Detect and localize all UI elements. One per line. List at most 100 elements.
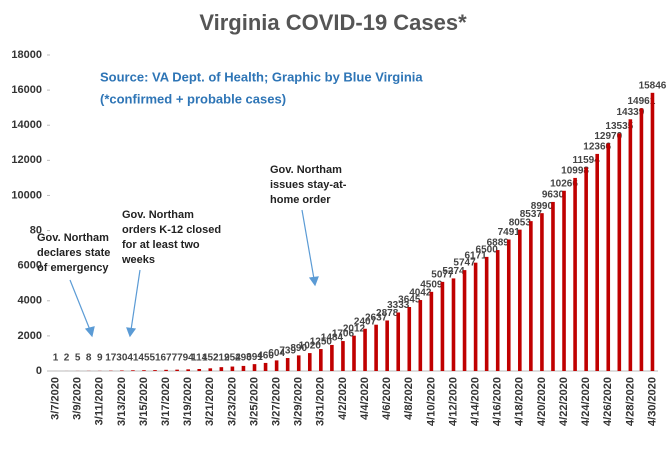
annotation: for at least two bbox=[122, 239, 200, 251]
x-tick-label: 3/7/2020 bbox=[49, 377, 61, 420]
bar bbox=[363, 328, 367, 371]
bar bbox=[473, 262, 478, 371]
x-tick-label: 3/19/2020 bbox=[182, 377, 194, 426]
bar bbox=[186, 369, 190, 371]
x-tick-label: 4/4/2020 bbox=[359, 377, 371, 420]
value-label: 94 bbox=[183, 353, 195, 364]
subtitle: (*confirmed + probable cases) bbox=[100, 91, 286, 106]
bar bbox=[330, 344, 334, 371]
value-label: 14961 bbox=[628, 96, 656, 107]
bar bbox=[164, 369, 168, 371]
value-label: 219 bbox=[213, 353, 230, 364]
bar bbox=[175, 369, 179, 371]
annotation: Gov. Northam bbox=[37, 232, 109, 244]
value-label: 67 bbox=[161, 353, 173, 364]
value-label: 8053 bbox=[509, 217, 532, 228]
value-label: 51 bbox=[149, 353, 161, 364]
y-tick-label: 80 bbox=[30, 224, 42, 236]
value-label: 10998 bbox=[561, 166, 589, 177]
value-label: 739 bbox=[279, 346, 296, 357]
bar bbox=[307, 353, 312, 371]
y-tick-label: 0 bbox=[36, 365, 42, 377]
annotation: weeks bbox=[121, 254, 155, 266]
bar bbox=[120, 370, 124, 371]
bar bbox=[429, 291, 434, 371]
bar bbox=[296, 355, 301, 371]
bar bbox=[584, 167, 588, 371]
bar bbox=[407, 307, 412, 371]
bar bbox=[274, 360, 279, 371]
bar bbox=[131, 370, 135, 371]
bar bbox=[451, 278, 456, 371]
y-tick-label: 14000 bbox=[11, 119, 42, 131]
value-label: 13535 bbox=[605, 121, 633, 132]
bar bbox=[529, 221, 533, 371]
value-label: 10266 bbox=[550, 178, 578, 189]
bar bbox=[374, 324, 378, 371]
x-tick-label: 4/28/2020 bbox=[624, 377, 636, 426]
bar bbox=[385, 320, 389, 371]
annotation: home order bbox=[270, 194, 331, 206]
bar bbox=[617, 133, 622, 371]
x-tick-label: 3/23/2020 bbox=[226, 377, 238, 426]
value-label: 1250 bbox=[310, 337, 333, 348]
y-tick-label: 18000 bbox=[11, 49, 42, 61]
value-label: 1020 bbox=[299, 341, 322, 352]
value-label: 1 bbox=[53, 353, 59, 364]
value-label: 152 bbox=[202, 353, 219, 364]
value-label: 290 bbox=[235, 353, 252, 364]
annotation-arrows bbox=[69, 209, 319, 338]
bar bbox=[285, 358, 290, 371]
bar bbox=[639, 108, 644, 372]
value-label: 8537 bbox=[520, 209, 543, 220]
value-label: 5077 bbox=[431, 270, 454, 281]
y-tick-label: 16000 bbox=[11, 84, 42, 96]
x-tick-label: 3/9/2020 bbox=[72, 377, 84, 420]
value-label: 391 bbox=[246, 352, 263, 363]
bar bbox=[341, 341, 345, 371]
y-tick-label: 6000 bbox=[18, 260, 42, 272]
bar bbox=[562, 190, 566, 371]
bar bbox=[573, 177, 577, 371]
value-label: 2012 bbox=[343, 323, 366, 334]
annotation: of emergency bbox=[37, 262, 109, 274]
value-label: 12970 bbox=[594, 131, 622, 142]
value-label: 8 bbox=[86, 353, 92, 364]
value-label: 17 bbox=[105, 353, 117, 364]
value-label: 3645 bbox=[398, 295, 421, 306]
value-label: 15846 bbox=[639, 80, 666, 91]
bar bbox=[142, 370, 146, 371]
x-tick-label: 4/8/2020 bbox=[403, 377, 415, 420]
x-tick-label: 3/29/2020 bbox=[293, 377, 305, 426]
value-label: 9630 bbox=[542, 190, 565, 201]
value-label: 11594 bbox=[573, 155, 601, 166]
bar bbox=[319, 349, 323, 371]
bar bbox=[628, 119, 633, 371]
x-tick-label: 4/10/2020 bbox=[425, 377, 437, 426]
value-label: 1484 bbox=[321, 333, 344, 344]
value-label: 4042 bbox=[409, 288, 432, 299]
y-tick-label: 10000 bbox=[11, 189, 42, 201]
bar bbox=[352, 335, 356, 371]
x-tick-label: 3/11/2020 bbox=[94, 377, 106, 425]
value-label: 460 bbox=[257, 351, 274, 362]
x-tick-label: 3/27/2020 bbox=[271, 377, 283, 426]
value-label: 7491 bbox=[498, 227, 521, 238]
value-label: 9 bbox=[97, 353, 103, 364]
x-tick-label: 3/15/2020 bbox=[138, 377, 150, 426]
bar bbox=[153, 370, 157, 371]
bar bbox=[540, 213, 544, 371]
x-tick-label: 4/6/2020 bbox=[381, 377, 393, 420]
value-label: 12366 bbox=[583, 142, 611, 153]
value-label: 5747 bbox=[453, 258, 476, 269]
x-tick-label: 4/24/2020 bbox=[580, 377, 592, 426]
x-tick-label: 4/16/2020 bbox=[492, 377, 504, 426]
value-label: 3333 bbox=[387, 300, 410, 311]
bar bbox=[197, 368, 202, 371]
annotation: orders K-12 closed bbox=[122, 224, 221, 236]
x-tick-label: 4/26/2020 bbox=[602, 377, 614, 426]
bar bbox=[230, 366, 235, 371]
chart-title: Virginia COVID-19 Cases* bbox=[199, 10, 467, 35]
value-label: 6889 bbox=[487, 238, 510, 249]
value-label: 4509 bbox=[420, 279, 443, 290]
